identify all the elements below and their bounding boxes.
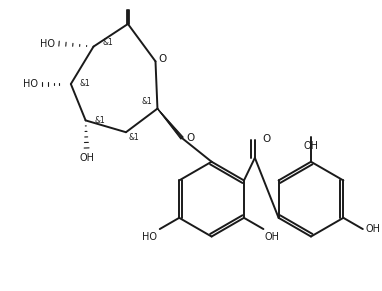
Text: &1: &1 (129, 133, 140, 142)
Text: OH: OH (366, 224, 381, 234)
Text: OH: OH (303, 141, 319, 151)
Text: OH: OH (264, 232, 279, 242)
Text: O: O (186, 133, 194, 143)
Text: O: O (158, 54, 167, 64)
Text: HO: HO (142, 232, 157, 242)
Text: &1: &1 (94, 116, 105, 125)
Text: HO: HO (23, 79, 38, 89)
Text: &1: &1 (102, 38, 113, 47)
Text: HO: HO (40, 39, 55, 49)
Text: &1: &1 (142, 97, 152, 106)
Text: OH: OH (79, 153, 94, 163)
Text: O: O (263, 134, 271, 144)
Text: &1: &1 (80, 79, 91, 88)
